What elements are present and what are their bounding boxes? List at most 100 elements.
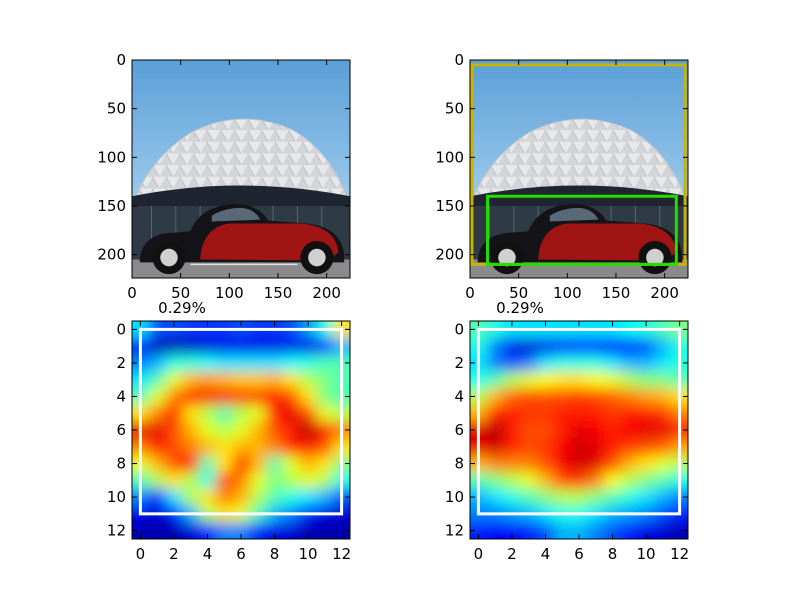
heatmap-cell — [282, 471, 301, 490]
heatmap-cell — [537, 455, 555, 473]
heatmap-cell — [520, 337, 538, 356]
x-tick-label: 100 — [215, 284, 244, 302]
heatmap-cell — [199, 337, 217, 356]
heatmap-cell — [215, 455, 234, 473]
x-tick-label: 4 — [203, 545, 213, 563]
heatmap-cell — [637, 371, 656, 389]
heatmap-cell — [148, 404, 167, 423]
heatmap-cell — [587, 421, 605, 439]
heatmap-cell — [165, 522, 183, 539]
heatmap-cell — [570, 455, 588, 473]
heatmap-cell — [620, 388, 639, 406]
heatmap-cell — [316, 488, 334, 507]
heatmap-cell — [620, 321, 639, 339]
heatmap-cell — [249, 421, 267, 439]
heatmap-cell — [148, 354, 167, 372]
heatmap-cell — [486, 455, 505, 473]
heatmap-cell — [503, 488, 521, 507]
heatmap-cell — [333, 471, 350, 490]
heatmap-cell — [604, 337, 622, 356]
heatmap-cell — [282, 421, 301, 439]
tick-group: 0 50 100 150 200 0 50 100 150 200 — [435, 51, 688, 302]
heatmap-cell — [299, 337, 318, 356]
heatmap-cell — [520, 388, 538, 406]
heatmap-cell — [503, 421, 521, 439]
y-tick-label: 2 — [454, 354, 464, 372]
heatmap-cell — [637, 455, 656, 473]
heatmap-cell — [165, 488, 183, 507]
heatmap-cell — [486, 388, 505, 406]
heatmap-cell — [570, 354, 588, 372]
x-tick-label: 2 — [169, 545, 179, 563]
panel-bottom-right: 0 2 4 6 8 10 12 0 2 4 6 8 10 12 0.29% — [445, 299, 689, 563]
heatmap-cell — [148, 388, 167, 406]
heatmap-cell — [299, 488, 318, 507]
heatmap-cell — [570, 388, 588, 406]
x-tick-label: 150 — [602, 284, 631, 302]
heatmap-cell — [215, 471, 234, 490]
heatmap-cell — [215, 321, 234, 339]
heatmap-cell — [553, 421, 572, 439]
heatmap-cell — [553, 354, 572, 372]
heatmap-cell — [470, 404, 488, 423]
heatmap-cell — [604, 455, 622, 473]
heatmap-cell — [299, 522, 318, 539]
heatmap-cell — [266, 404, 284, 423]
heatmap-cell — [266, 471, 284, 490]
heatmap-cell — [232, 471, 250, 490]
heatmap-cell — [620, 354, 639, 372]
heatmap-cell — [182, 522, 200, 539]
heatmap-cell — [199, 421, 217, 439]
y-tick-label: 150 — [97, 197, 126, 215]
heatmap-cell — [671, 321, 688, 339]
heatmap-cell — [486, 471, 505, 490]
heatmap-cell — [165, 371, 183, 389]
heatmap-cell — [604, 421, 622, 439]
y-tick-label: 0 — [454, 51, 464, 69]
heatmap-cell — [486, 354, 505, 372]
heatmap-cell — [520, 471, 538, 490]
heatmap-cell — [215, 354, 234, 372]
heatmap-cell — [165, 354, 183, 372]
heatmap-cell — [333, 404, 350, 423]
heatmap-cell — [553, 522, 572, 539]
heatmap-cell — [165, 337, 183, 356]
heatmap-cell — [232, 371, 250, 389]
heatmap-cell — [570, 471, 588, 490]
heatmap-cell — [537, 371, 555, 389]
heatmap-cell — [620, 438, 639, 456]
heatmap-cell — [333, 337, 350, 356]
heatmap-cell — [132, 371, 150, 389]
heatmap-cell — [620, 488, 639, 507]
y-tick-label: 100 — [435, 148, 464, 166]
heatmap-cell — [537, 438, 555, 456]
heatmap-cell — [215, 388, 234, 406]
heatmap-cell — [503, 388, 521, 406]
y-tick-label: 10 — [445, 488, 464, 506]
heatmap-cell — [470, 438, 488, 456]
heatmap-cell — [282, 321, 301, 339]
heatmap-cell — [199, 371, 217, 389]
x-tick-label: 0 — [127, 284, 137, 302]
heatmap-cell — [503, 371, 521, 389]
heatmap-cell — [486, 371, 505, 389]
heatmap-cell — [553, 404, 572, 423]
x-tick-label: 150 — [264, 284, 293, 302]
heatmap-cell — [249, 404, 267, 423]
heatmap-cell — [249, 337, 267, 356]
heatmap-cell — [165, 438, 183, 456]
heatmap-cell — [249, 471, 267, 490]
heatmap-cell — [215, 488, 234, 507]
heatmap-cell — [148, 438, 167, 456]
y-tick-label: 0 — [116, 320, 126, 338]
region-box — [476, 327, 682, 516]
heatmap-cell — [165, 388, 183, 406]
heatmap-cell — [199, 471, 217, 490]
heatmap-cell — [316, 354, 334, 372]
heatmap-cell — [470, 522, 488, 539]
heatmap-cell — [333, 522, 350, 539]
heatmap-cell — [215, 421, 234, 439]
heatmap-cell — [503, 404, 521, 423]
heatmap-cell — [520, 371, 538, 389]
heatmap-cell — [299, 354, 318, 372]
